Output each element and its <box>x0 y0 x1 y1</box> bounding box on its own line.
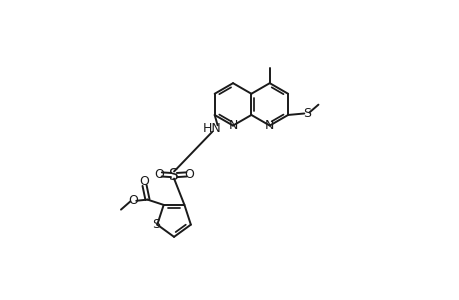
Text: O: O <box>153 168 163 181</box>
Text: methyl: methyl <box>114 208 119 209</box>
Text: N: N <box>228 119 237 132</box>
Text: O: O <box>184 168 194 181</box>
Text: S: S <box>302 107 311 120</box>
Text: S: S <box>169 167 179 182</box>
Text: S: S <box>152 218 160 231</box>
Text: O: O <box>139 176 149 188</box>
Text: N: N <box>264 119 274 132</box>
Text: O: O <box>128 194 138 207</box>
Text: HN: HN <box>202 122 221 135</box>
